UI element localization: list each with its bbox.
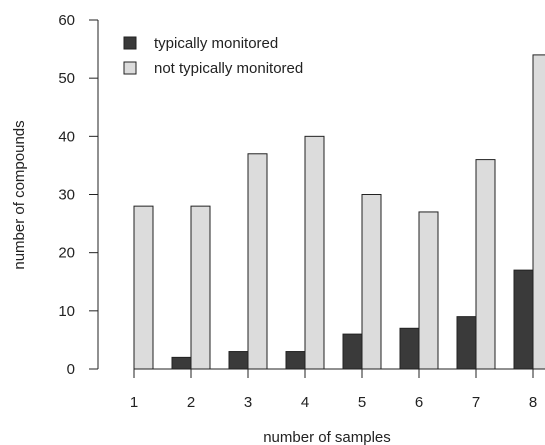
x-tick-label: 3 (244, 394, 252, 411)
x-tick-label: 1 (130, 394, 138, 411)
bar-not-typically-monitored-4 (304, 135, 325, 370)
y-tick-label: 20 (58, 245, 75, 262)
x-axis: 1 2 3 4 5 6 7 8 (130, 368, 537, 411)
legend-label-typically-monitored: typically monitored (154, 35, 278, 52)
y-axis: 0 10 20 30 40 50 60 (58, 12, 99, 378)
y-axis-label: number of compounds (11, 120, 28, 269)
bar-not-typically-monitored-7 (475, 159, 496, 370)
x-tick-label: 7 (472, 394, 480, 411)
x-tick-label: 4 (301, 394, 309, 411)
bar-typically-monitored-3 (228, 351, 249, 370)
y-tick-label: 10 (58, 303, 75, 320)
bar-not-typically-monitored-1 (133, 205, 154, 370)
bar-not-typically-monitored-2 (190, 205, 211, 370)
bar-typically-monitored-4 (285, 351, 306, 370)
y-tick-label: 0 (67, 361, 75, 378)
legend-label-not-typically-monitored: not typically monitored (154, 60, 303, 77)
x-tick-label: 5 (358, 394, 366, 411)
bar-typically-monitored-2 (171, 356, 192, 370)
bar-typically-monitored-7 (456, 316, 477, 370)
bar-not-typically-monitored-5 (361, 194, 382, 370)
y-tick-label: 50 (58, 70, 75, 87)
y-tick-label: 30 (58, 187, 75, 204)
x-tick-label: 8 (529, 394, 537, 411)
bar-typically-monitored-5 (342, 333, 363, 370)
bar-not-typically-monitored-3 (247, 153, 268, 370)
x-axis-label: number of samples (263, 429, 391, 445)
bar-typically-monitored-6 (399, 327, 420, 370)
legend-swatch-not-typically-monitored (123, 61, 137, 75)
legend: typically monitored not typically monito… (123, 35, 303, 77)
bar-not-typically-monitored-6 (418, 211, 439, 370)
bars (133, 54, 545, 370)
y-tick-label: 60 (58, 12, 75, 29)
x-tick-label: 2 (187, 394, 195, 411)
x-tick-label: 6 (415, 394, 423, 411)
bar-typically-monitored-8 (513, 269, 534, 370)
legend-swatch-typically-monitored (123, 36, 137, 50)
bar-not-typically-monitored-8 (532, 54, 545, 370)
y-tick-label: 40 (58, 128, 75, 145)
